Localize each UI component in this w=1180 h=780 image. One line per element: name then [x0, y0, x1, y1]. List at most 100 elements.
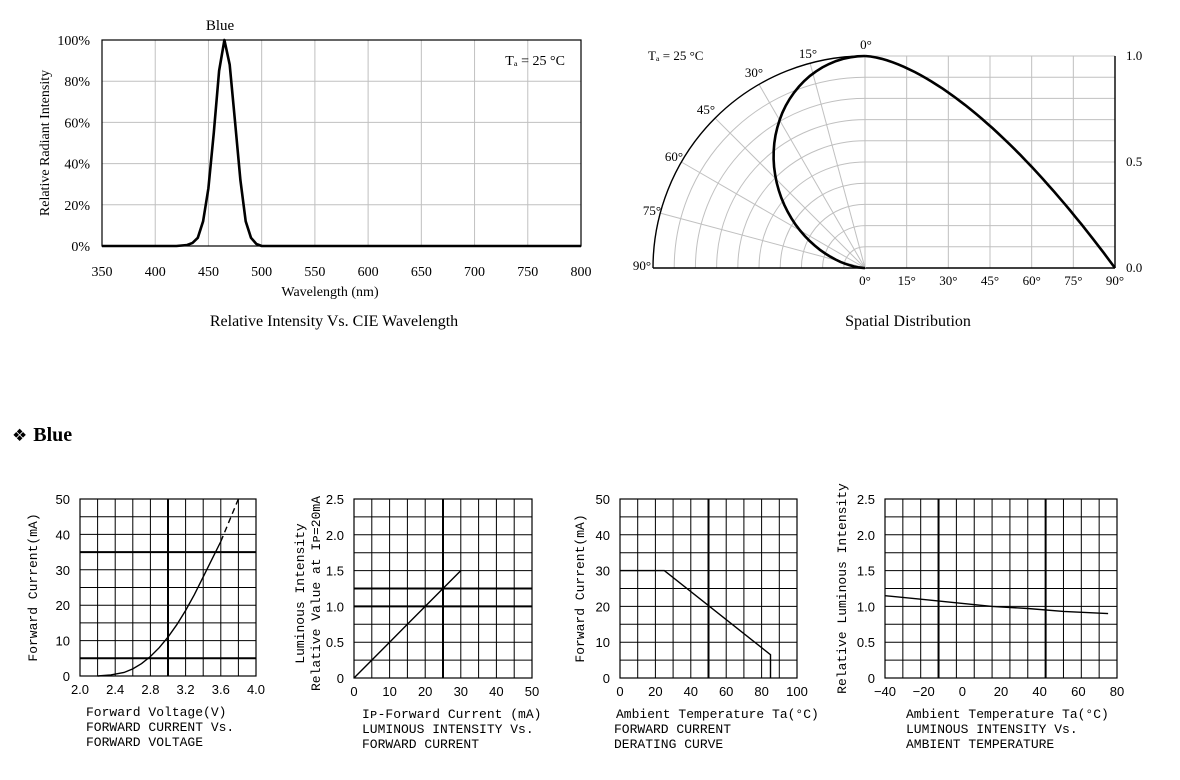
y-tick-label: 0: [603, 671, 610, 686]
x-tick-label: 550: [304, 265, 325, 280]
iv-curve: [97, 541, 222, 677]
y-tick-label: 1.5: [326, 564, 344, 579]
plot-frame: [79, 498, 257, 677]
condition-label: Tₐ = 25 °C: [648, 48, 703, 63]
y-tick-label: 0.5: [857, 635, 875, 650]
x-axis-label: Ambient Temperature Ta(°C): [616, 707, 819, 722]
x-tick-label: 2.8: [141, 682, 159, 697]
x-tick-label: 3.2: [177, 682, 195, 697]
diamond-bullet-icon: ❖: [12, 426, 28, 446]
polar-intensity-curve: [772, 54, 866, 270]
y-tick-label: 0: [63, 669, 70, 684]
plot-frame: [619, 498, 798, 679]
polar-angle-label: 90°: [633, 258, 651, 273]
polar-angle-label: 30°: [745, 65, 763, 80]
polar-angle-label: 75°: [643, 203, 661, 218]
y-tick-label: 0%: [71, 240, 90, 255]
x-tick-label: 30: [454, 684, 468, 699]
polar-angle-label: 45°: [697, 102, 715, 117]
x-tick-label: 20: [994, 684, 1008, 699]
x-tick-label: 0: [959, 684, 966, 699]
polar-angle-label: 15°: [799, 46, 817, 61]
x-tick-label: 750: [517, 265, 538, 280]
y-axis-label: Relative Luminous Intensity: [835, 483, 850, 694]
x-tick-label: −40: [874, 684, 896, 699]
y-tick-label: 0.5: [326, 635, 344, 650]
plot-frame: [884, 498, 1118, 679]
x-tick-label: 350: [92, 265, 113, 280]
x-tick-label: 60°: [1023, 273, 1041, 288]
iv-curve-extrapolated: [220, 498, 240, 542]
x-tick-label: 15°: [898, 273, 916, 288]
x-tick-label: 600: [358, 265, 379, 280]
y-tick-label: 2.5: [857, 492, 875, 507]
section-title-text: Blue: [33, 424, 73, 446]
polar-spoke: [660, 212, 866, 269]
condition-label: Tₐ = 25 °C: [505, 54, 565, 69]
x-axis-label: Iᴘ-Forward Current (mA): [362, 707, 541, 722]
lum_current-curve: [353, 570, 462, 679]
y-tick-label: 30: [56, 563, 70, 578]
y-tick-label: 10: [596, 635, 610, 650]
x-tick-label: 2.0: [71, 682, 89, 697]
x-tick-label: 4.0: [247, 682, 265, 697]
polar-angle-label: 0°: [860, 37, 872, 52]
x-tick-label: 700: [464, 265, 485, 280]
y-axis-label: Relative Value at Iᴘ=20mA: [309, 496, 324, 691]
y-tick-label: 1.0: [857, 599, 875, 614]
x-tick-label: 75°: [1064, 273, 1082, 288]
y-tick-label: 1.0: [326, 599, 344, 614]
y-tick-label: 2.0: [857, 528, 875, 543]
chart-caption: Relative Intensity Vs. CIE Wavelength: [210, 313, 458, 330]
y-tick-label: 60%: [64, 116, 90, 131]
polar-spoke: [809, 63, 866, 269]
chart-title: LUMINOUS INTENSITY Vs.: [362, 722, 534, 737]
x-tick-label: 0°: [859, 273, 871, 288]
x-tick-label: 40: [489, 684, 503, 699]
y-tick-label: 20: [596, 599, 610, 614]
x-tick-label: 90°: [1106, 273, 1124, 288]
x-tick-label: 40: [684, 684, 698, 699]
chart-caption: Spatial Distribution: [845, 313, 971, 330]
series-label: Blue: [206, 18, 235, 34]
x-tick-label: 500: [251, 265, 272, 280]
x-tick-label: 0: [616, 684, 623, 699]
section-title: ❖ Blue: [12, 424, 72, 447]
y-tick-label: 50: [596, 492, 610, 507]
polar-angle-label: 60°: [665, 149, 683, 164]
y-axis-label: Forward Current(mA): [573, 514, 588, 662]
polar-outer-arc: [652, 55, 866, 269]
y-tick-label: 0.0: [1126, 260, 1142, 275]
y-tick-label: 80%: [64, 75, 90, 90]
x-tick-label: 2.4: [106, 682, 124, 697]
y-tick-label: 20: [56, 598, 70, 613]
y-tick-label: 2.0: [326, 528, 344, 543]
x-tick-label: 40: [1032, 684, 1046, 699]
y-axis-label: Forward Current(mA): [26, 513, 41, 661]
x-tick-label: 60: [1071, 684, 1085, 699]
x-tick-label: 800: [571, 265, 592, 280]
x-tick-label: 60: [719, 684, 733, 699]
plot-frame: [101, 39, 582, 247]
y-tick-label: 20%: [64, 199, 90, 214]
spectrum-curve: [102, 38, 581, 248]
chart-title: FORWARD VOLTAGE: [86, 735, 203, 750]
x-tick-label: 30°: [939, 273, 957, 288]
x-tick-label: 450: [198, 265, 219, 280]
x-tick-label: −20: [913, 684, 935, 699]
y-tick-label: 0: [868, 671, 875, 686]
plot-frame: [353, 498, 533, 679]
x-tick-label: 3.6: [212, 682, 230, 697]
y-tick-label: 0: [337, 671, 344, 686]
chart-title: FORWARD CURRENT: [362, 737, 479, 752]
x-tick-label: 0: [350, 684, 357, 699]
chart-title: LUMINOUS INTENSITY Vs.: [906, 722, 1078, 737]
derating-curve: [620, 569, 772, 678]
x-axis-label: Forward Voltage(V): [86, 705, 226, 720]
x-tick-label: 45°: [981, 273, 999, 288]
x-axis-label: Wavelength (nm): [281, 285, 379, 300]
chart-title: DERATING CURVE: [614, 737, 723, 752]
polar-spoke: [681, 161, 866, 269]
x-tick-label: 400: [145, 265, 166, 280]
